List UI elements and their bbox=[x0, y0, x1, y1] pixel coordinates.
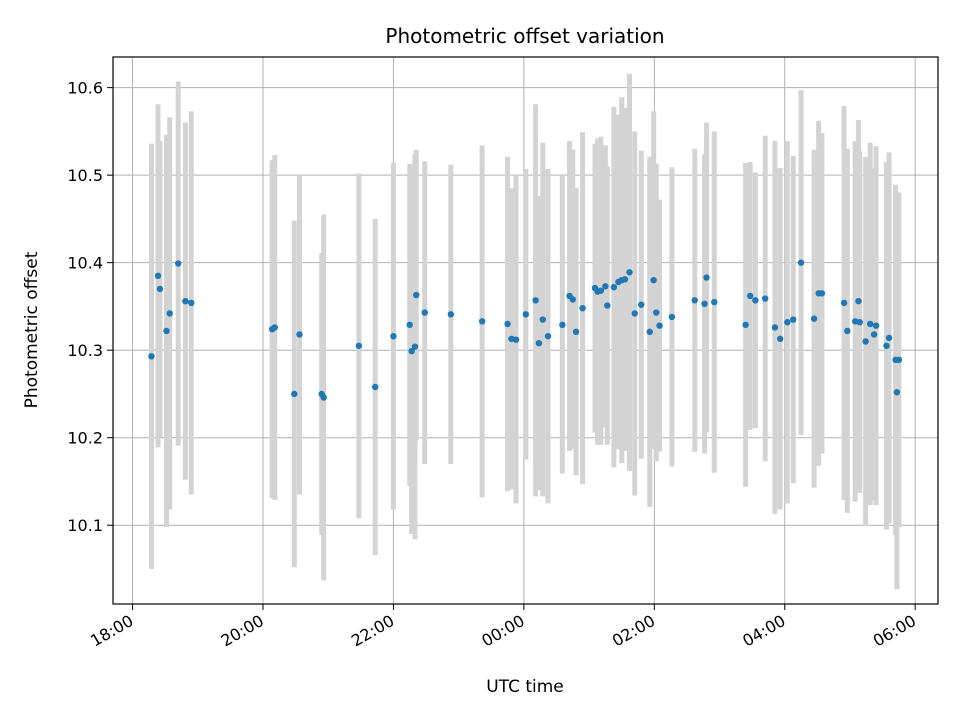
data-point bbox=[784, 318, 791, 326]
data-point bbox=[668, 313, 676, 321]
data-point bbox=[691, 297, 698, 304]
data-point bbox=[411, 343, 419, 350]
data-point bbox=[604, 302, 611, 309]
data-point bbox=[701, 300, 708, 308]
data-point bbox=[478, 318, 486, 325]
data-point bbox=[893, 389, 901, 396]
data-point bbox=[855, 297, 862, 305]
data-point bbox=[776, 335, 784, 343]
data-point bbox=[406, 321, 413, 329]
data-point bbox=[355, 342, 363, 350]
data-point bbox=[156, 285, 164, 293]
data-point bbox=[840, 299, 848, 307]
data-point bbox=[175, 260, 182, 267]
chart-title: Photometric offset variation bbox=[385, 24, 664, 48]
data-points bbox=[148, 259, 903, 401]
data-point bbox=[182, 297, 189, 305]
y-tick-label: 10.1 bbox=[67, 516, 103, 535]
data-point bbox=[810, 315, 818, 322]
data-point bbox=[866, 320, 874, 328]
data-point bbox=[631, 310, 638, 317]
y-axis-label: Photometric offset bbox=[22, 251, 42, 408]
data-point bbox=[512, 336, 520, 343]
data-point bbox=[579, 304, 586, 312]
y-tick-label: 10.4 bbox=[67, 254, 103, 273]
data-point bbox=[862, 338, 869, 345]
data-point bbox=[656, 322, 663, 329]
data-point bbox=[535, 339, 543, 347]
x-axis-label: UTC time bbox=[486, 677, 564, 697]
data-point bbox=[610, 283, 618, 291]
data-point bbox=[771, 324, 779, 331]
data-point bbox=[166, 310, 173, 317]
data-point bbox=[532, 297, 539, 304]
data-point bbox=[447, 311, 455, 318]
data-point bbox=[746, 292, 754, 300]
data-point bbox=[646, 328, 653, 336]
data-point bbox=[650, 276, 657, 284]
data-point bbox=[522, 311, 530, 318]
plot-frame bbox=[112, 56, 939, 605]
data-point bbox=[163, 327, 170, 335]
data-point bbox=[296, 331, 303, 338]
data-point bbox=[602, 283, 609, 290]
data-point bbox=[703, 274, 710, 281]
data-point bbox=[597, 287, 605, 294]
y-axis: 10.1 10.2 10.3 10.4 10.5 10.6 bbox=[67, 79, 113, 535]
data-point bbox=[895, 356, 903, 364]
data-point bbox=[188, 299, 195, 307]
data-point bbox=[569, 296, 576, 303]
data-point bbox=[271, 324, 278, 331]
data-point bbox=[559, 321, 566, 329]
data-point bbox=[504, 320, 511, 328]
data-point bbox=[544, 332, 552, 340]
data-point bbox=[291, 390, 298, 398]
data-point bbox=[408, 347, 415, 355]
data-point bbox=[856, 318, 863, 326]
data-point bbox=[761, 295, 769, 302]
data-point bbox=[539, 316, 546, 323]
y-tick-label: 10.3 bbox=[67, 341, 103, 360]
data-point bbox=[790, 316, 797, 323]
data-point bbox=[320, 394, 327, 401]
data-point bbox=[797, 259, 805, 266]
data-point bbox=[371, 383, 379, 391]
data-point bbox=[413, 291, 420, 299]
data-point bbox=[572, 328, 580, 336]
data-point bbox=[148, 353, 155, 360]
data-point bbox=[621, 276, 629, 283]
data-point bbox=[154, 272, 162, 279]
y-tick-label: 10.2 bbox=[67, 429, 103, 448]
data-point bbox=[752, 297, 759, 304]
y-tick-label: 10.6 bbox=[67, 79, 103, 98]
data-point bbox=[872, 322, 880, 329]
data-point bbox=[390, 332, 397, 340]
data-point bbox=[421, 309, 428, 316]
data-point bbox=[870, 331, 878, 338]
data-point bbox=[844, 327, 851, 335]
data-point bbox=[883, 342, 890, 350]
data-point bbox=[818, 290, 826, 297]
data-point bbox=[653, 309, 660, 316]
data-point bbox=[711, 298, 718, 306]
data-point bbox=[638, 301, 645, 308]
data-point bbox=[885, 334, 893, 342]
data-point bbox=[626, 269, 633, 276]
y-tick-label: 10.5 bbox=[67, 166, 103, 185]
data-point bbox=[742, 321, 749, 329]
